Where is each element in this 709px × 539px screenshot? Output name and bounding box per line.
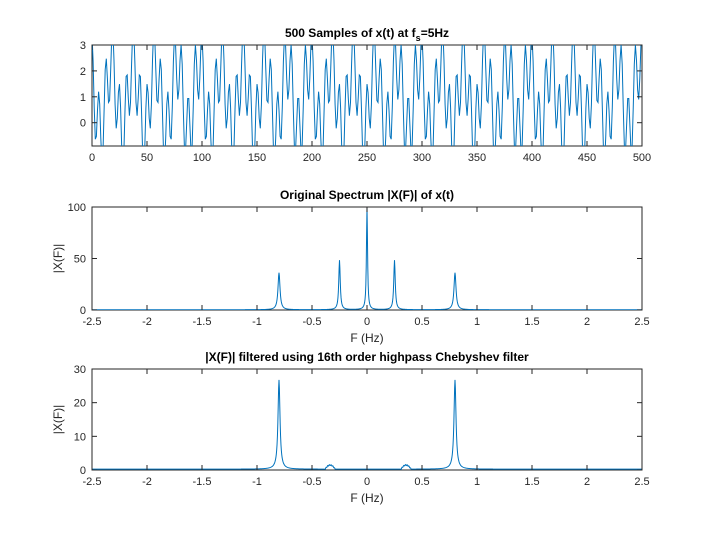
x-tick-label: 1.5 bbox=[524, 316, 539, 328]
x-tick-label: 0.5 bbox=[414, 316, 429, 328]
y-axis-label: |X(F)| bbox=[51, 244, 65, 274]
chart-title: 500 Samples of x(t) at fs=5Hz bbox=[285, 26, 449, 43]
time-domain-axes: 0 50 100 150 200 250 300 350 400 450 500 0 1 2 3 500 Sa… bbox=[80, 26, 651, 164]
y-tick-label: 0 bbox=[80, 465, 86, 477]
y-tick-label: 2 bbox=[80, 66, 86, 78]
chart-title: |X(F)| filtered using 16th order highpas… bbox=[205, 350, 529, 364]
y-axis-label: |X(F)| bbox=[51, 405, 65, 435]
y-tick-label: 20 bbox=[74, 398, 86, 410]
x-tick-label: 350 bbox=[468, 152, 486, 164]
y-tick-label: 3 bbox=[80, 40, 86, 52]
x-tick-label: 300 bbox=[413, 152, 431, 164]
x-tick-label: -2 bbox=[142, 316, 152, 328]
x-tick-label: -1.5 bbox=[193, 476, 212, 488]
x-tick-label: 2.5 bbox=[634, 316, 649, 328]
y-tick-label: 1 bbox=[80, 92, 86, 104]
x-tick-label: -0.5 bbox=[303, 316, 322, 328]
x-tick-label: 100 bbox=[193, 152, 211, 164]
y-tick-label: 50 bbox=[74, 254, 86, 266]
x-tick-label: -1 bbox=[252, 316, 262, 328]
x-tick-label: 0.5 bbox=[414, 476, 429, 488]
x-tick-label: -0.5 bbox=[303, 476, 322, 488]
x-tick-label: 200 bbox=[303, 152, 321, 164]
x-tick-label: 2.5 bbox=[634, 476, 649, 488]
original-spectrum-axes: -2.5 -2 -1.5 -1 -0.5 0 0.5 1 1.5 2 2.5 0 50 100 Origin… bbox=[51, 188, 650, 345]
x-tick-label: 1 bbox=[474, 476, 480, 488]
x-tick-label: 0 bbox=[364, 316, 370, 328]
series-line bbox=[92, 45, 642, 146]
x-tick-label: 0 bbox=[364, 476, 370, 488]
x-axis-label: F (Hz) bbox=[350, 331, 383, 345]
x-tick-label: 500 bbox=[633, 152, 651, 164]
x-tick-label: 1 bbox=[474, 316, 480, 328]
x-tick-label: -1 bbox=[252, 476, 262, 488]
y-tick-label: 30 bbox=[74, 364, 86, 376]
x-tick-label: 2 bbox=[584, 476, 590, 488]
axes-box bbox=[91, 44, 643, 147]
x-tick-label: 50 bbox=[141, 152, 153, 164]
chart-title: Original Spectrum |X(F)| of x(t) bbox=[280, 188, 454, 202]
x-tick-label: 0 bbox=[89, 152, 95, 164]
y-tick-label: 0 bbox=[80, 305, 86, 317]
x-tick-label: -2 bbox=[142, 476, 152, 488]
x-tick-label: 250 bbox=[358, 152, 376, 164]
x-tick-label: -2.5 bbox=[83, 476, 102, 488]
x-tick-label: 1.5 bbox=[524, 476, 539, 488]
y-tick-label: 0 bbox=[80, 118, 86, 130]
x-tick-label: 400 bbox=[523, 152, 541, 164]
series-line bbox=[92, 207, 642, 310]
x-tick-label: 450 bbox=[578, 152, 596, 164]
filtered-spectrum-axes: -2.5 -2 -1.5 -1 -0.5 0 0.5 1 1.5 2 2.5 0 10 20 30 |X(F)… bbox=[51, 350, 650, 505]
x-tick-label: -2.5 bbox=[83, 316, 102, 328]
y-tick-label: 100 bbox=[68, 202, 86, 214]
x-axis-label: F (Hz) bbox=[350, 491, 383, 505]
x-tick-label: 150 bbox=[248, 152, 266, 164]
y-tick-label: 10 bbox=[74, 431, 86, 443]
x-tick-label: -1.5 bbox=[193, 316, 212, 328]
x-tick-label: 2 bbox=[584, 316, 590, 328]
axes-box bbox=[91, 368, 643, 471]
